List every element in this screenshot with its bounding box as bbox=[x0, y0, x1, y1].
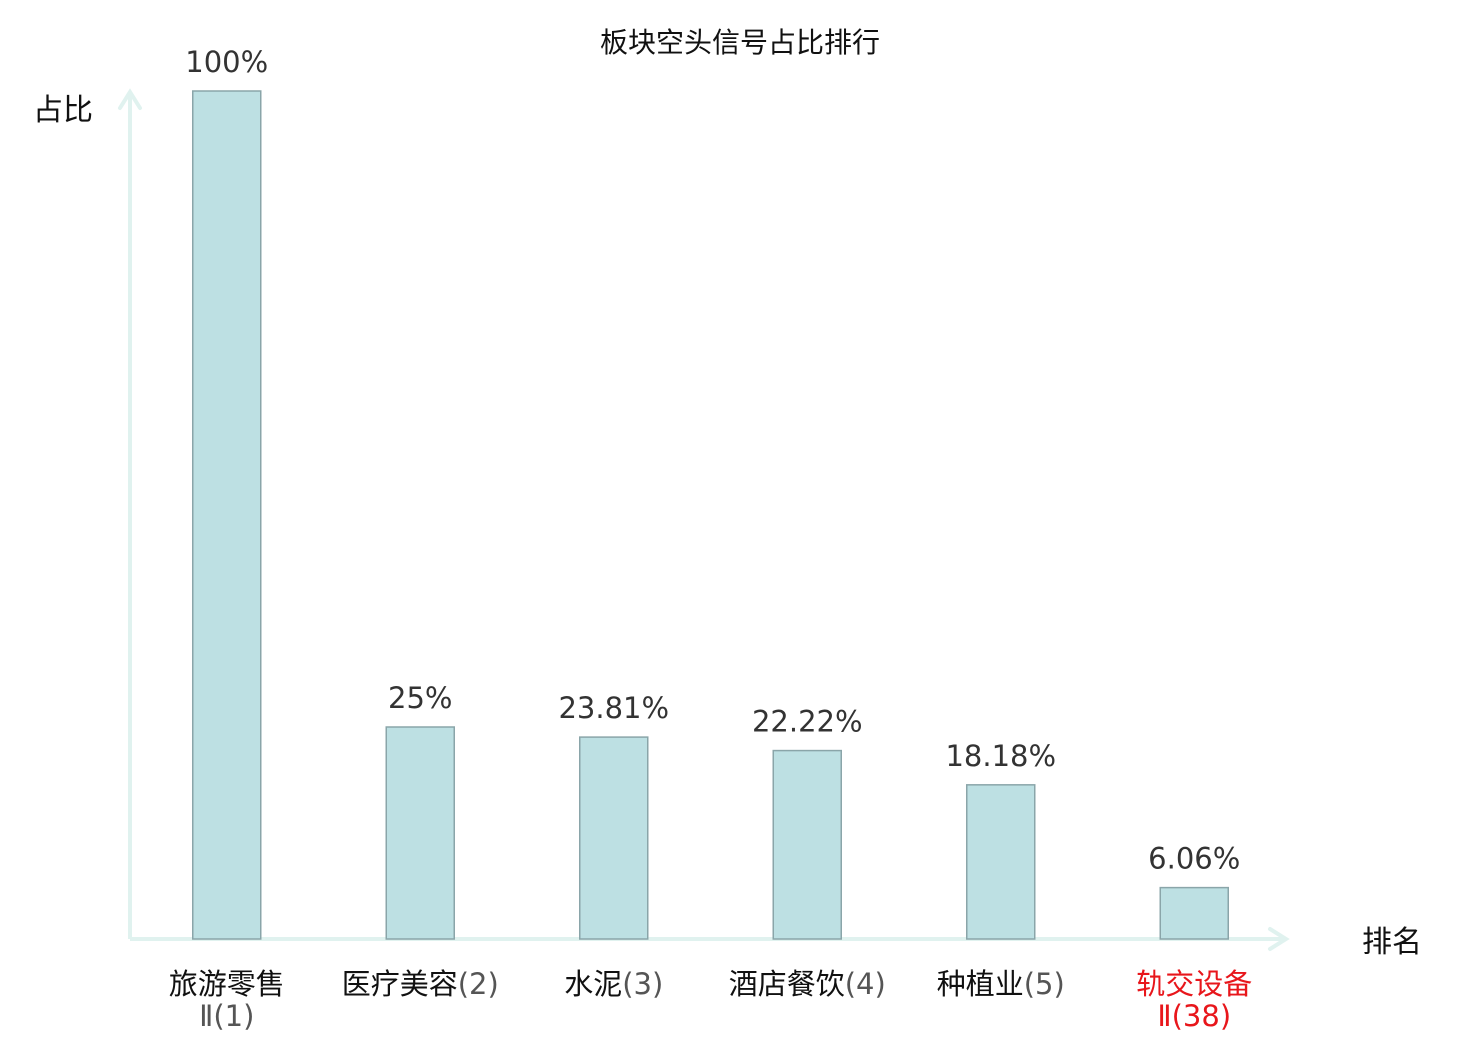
bar bbox=[385, 726, 455, 940]
category-rank: Ⅱ(38) bbox=[1157, 999, 1231, 1033]
bar-item: 18.18% 种植业(5) bbox=[937, 739, 1065, 1001]
chart-title: 板块空头信号占比排行 bbox=[600, 26, 880, 59]
category-rank: (3) bbox=[622, 967, 663, 1001]
data-label: 23.81% bbox=[558, 691, 669, 725]
bar bbox=[1159, 886, 1229, 940]
bar bbox=[772, 749, 842, 940]
category-label: 医疗美容(2) bbox=[342, 967, 499, 1001]
bar-item: 23.81% 水泥(3) bbox=[558, 691, 669, 1001]
axes bbox=[118, 88, 1290, 951]
bar-item: 22.22% 酒店餐饮(4) bbox=[729, 705, 886, 1001]
bar bbox=[192, 90, 262, 940]
category-name: 酒店餐饮 bbox=[729, 967, 845, 1001]
y-axis-arrow bbox=[118, 88, 142, 110]
data-label: 18.18% bbox=[945, 739, 1056, 773]
category-label: 酒店餐饮(4) bbox=[729, 967, 886, 1001]
category-label: 水泥(3) bbox=[564, 967, 663, 1001]
bar-item: 25% 医疗美容(2) bbox=[342, 681, 499, 1001]
category-label: 旅游零售 bbox=[169, 967, 285, 1001]
data-label: 22.22% bbox=[752, 705, 863, 739]
category-rank: (4) bbox=[845, 967, 886, 1001]
category-rank: Ⅱ(1) bbox=[199, 999, 254, 1033]
category-label: 种植业(5) bbox=[937, 967, 1065, 1001]
x-axis-arrow bbox=[1268, 927, 1290, 951]
data-label: 6.06% bbox=[1148, 842, 1240, 876]
category-name: 医疗美容 bbox=[342, 967, 458, 1001]
bar bbox=[579, 736, 649, 940]
data-label: 100% bbox=[185, 45, 268, 79]
bar bbox=[966, 784, 1036, 940]
category-rank: (5) bbox=[1024, 967, 1065, 1001]
category-label: 轨交设备 bbox=[1136, 967, 1252, 1001]
y-axis-label: 占比 bbox=[33, 93, 93, 128]
category-rank: (2) bbox=[458, 967, 499, 1001]
x-axis-label: 排名 bbox=[1362, 925, 1422, 960]
category-name: 水泥 bbox=[564, 967, 622, 1001]
category-name: 种植业 bbox=[937, 967, 1024, 1001]
data-label: 25% bbox=[388, 681, 452, 715]
